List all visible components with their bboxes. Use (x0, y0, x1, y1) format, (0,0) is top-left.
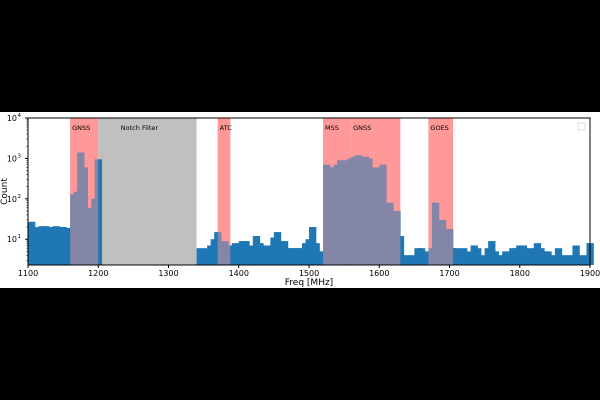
y-tick-exponent: 3 (18, 153, 22, 159)
band-label: Notch Filter (121, 124, 159, 132)
legend-box (577, 122, 586, 131)
x-tick-label: 1900 (580, 269, 600, 278)
x-axis: 1100 1200 1300 1400 1500 1600 1700 1800 1900 (18, 265, 600, 278)
band-overlay (217, 118, 231, 265)
histogram-bar (224, 245, 233, 265)
band-label: ATC (220, 124, 233, 132)
x-tick-label: 1100 (18, 269, 38, 278)
x-tick-label: 1400 (229, 269, 249, 278)
band-label: GNSS (72, 124, 90, 132)
band-region-atc (217, 118, 231, 265)
y-tick-exponent: 4 (18, 113, 22, 119)
band-overlay (70, 118, 99, 265)
y-tick-exponent: 2 (18, 194, 22, 200)
figure-panel: GNSS Notch Filter ATC MSS GNSS GOES 1100 1200 1… (0, 112, 600, 288)
histogram-bar (379, 164, 387, 265)
histogram-bar (453, 248, 461, 265)
band-region-notch-filter (98, 118, 197, 265)
band-label: GNSS (353, 124, 371, 132)
x-axis-label: Freq [MHz] (285, 278, 333, 288)
y-tick-label: 10 (7, 154, 17, 163)
x-tick-label: 1300 (158, 269, 178, 278)
band-overlay (351, 118, 401, 265)
y-tick-label: 10 (7, 235, 17, 244)
y-axis-label: Count (0, 178, 10, 205)
histogram-bar (94, 159, 103, 265)
x-tick-label: 1800 (510, 269, 530, 278)
x-tick-label: 1700 (439, 269, 459, 278)
band-overlay (323, 118, 352, 265)
histogram-chart: GNSS Notch Filter ATC MSS GNSS GOES 1100 1200 1… (0, 113, 600, 288)
y-tick-label: 10 (7, 114, 17, 123)
x-tick-label: 1200 (88, 269, 108, 278)
histogram-bar (365, 158, 373, 265)
histogram-bar (396, 236, 405, 265)
x-tick-label: 1500 (299, 269, 319, 278)
histogram-bar (438, 219, 447, 265)
band-label: MSS (325, 124, 339, 132)
band-overlay (428, 118, 454, 265)
histogram-bar (431, 202, 440, 265)
y-tick-label: 10 (7, 195, 17, 204)
histogram-bar (572, 245, 580, 265)
y-tick-exponent: 1 (18, 234, 22, 240)
x-tick-label: 1600 (369, 269, 389, 278)
histogram-bar (445, 228, 454, 265)
band-labels-layer: GNSS Notch Filter ATC MSS GNSS GOES (72, 124, 449, 132)
band-label: GOES (430, 124, 448, 132)
histogram-bar (214, 232, 222, 265)
